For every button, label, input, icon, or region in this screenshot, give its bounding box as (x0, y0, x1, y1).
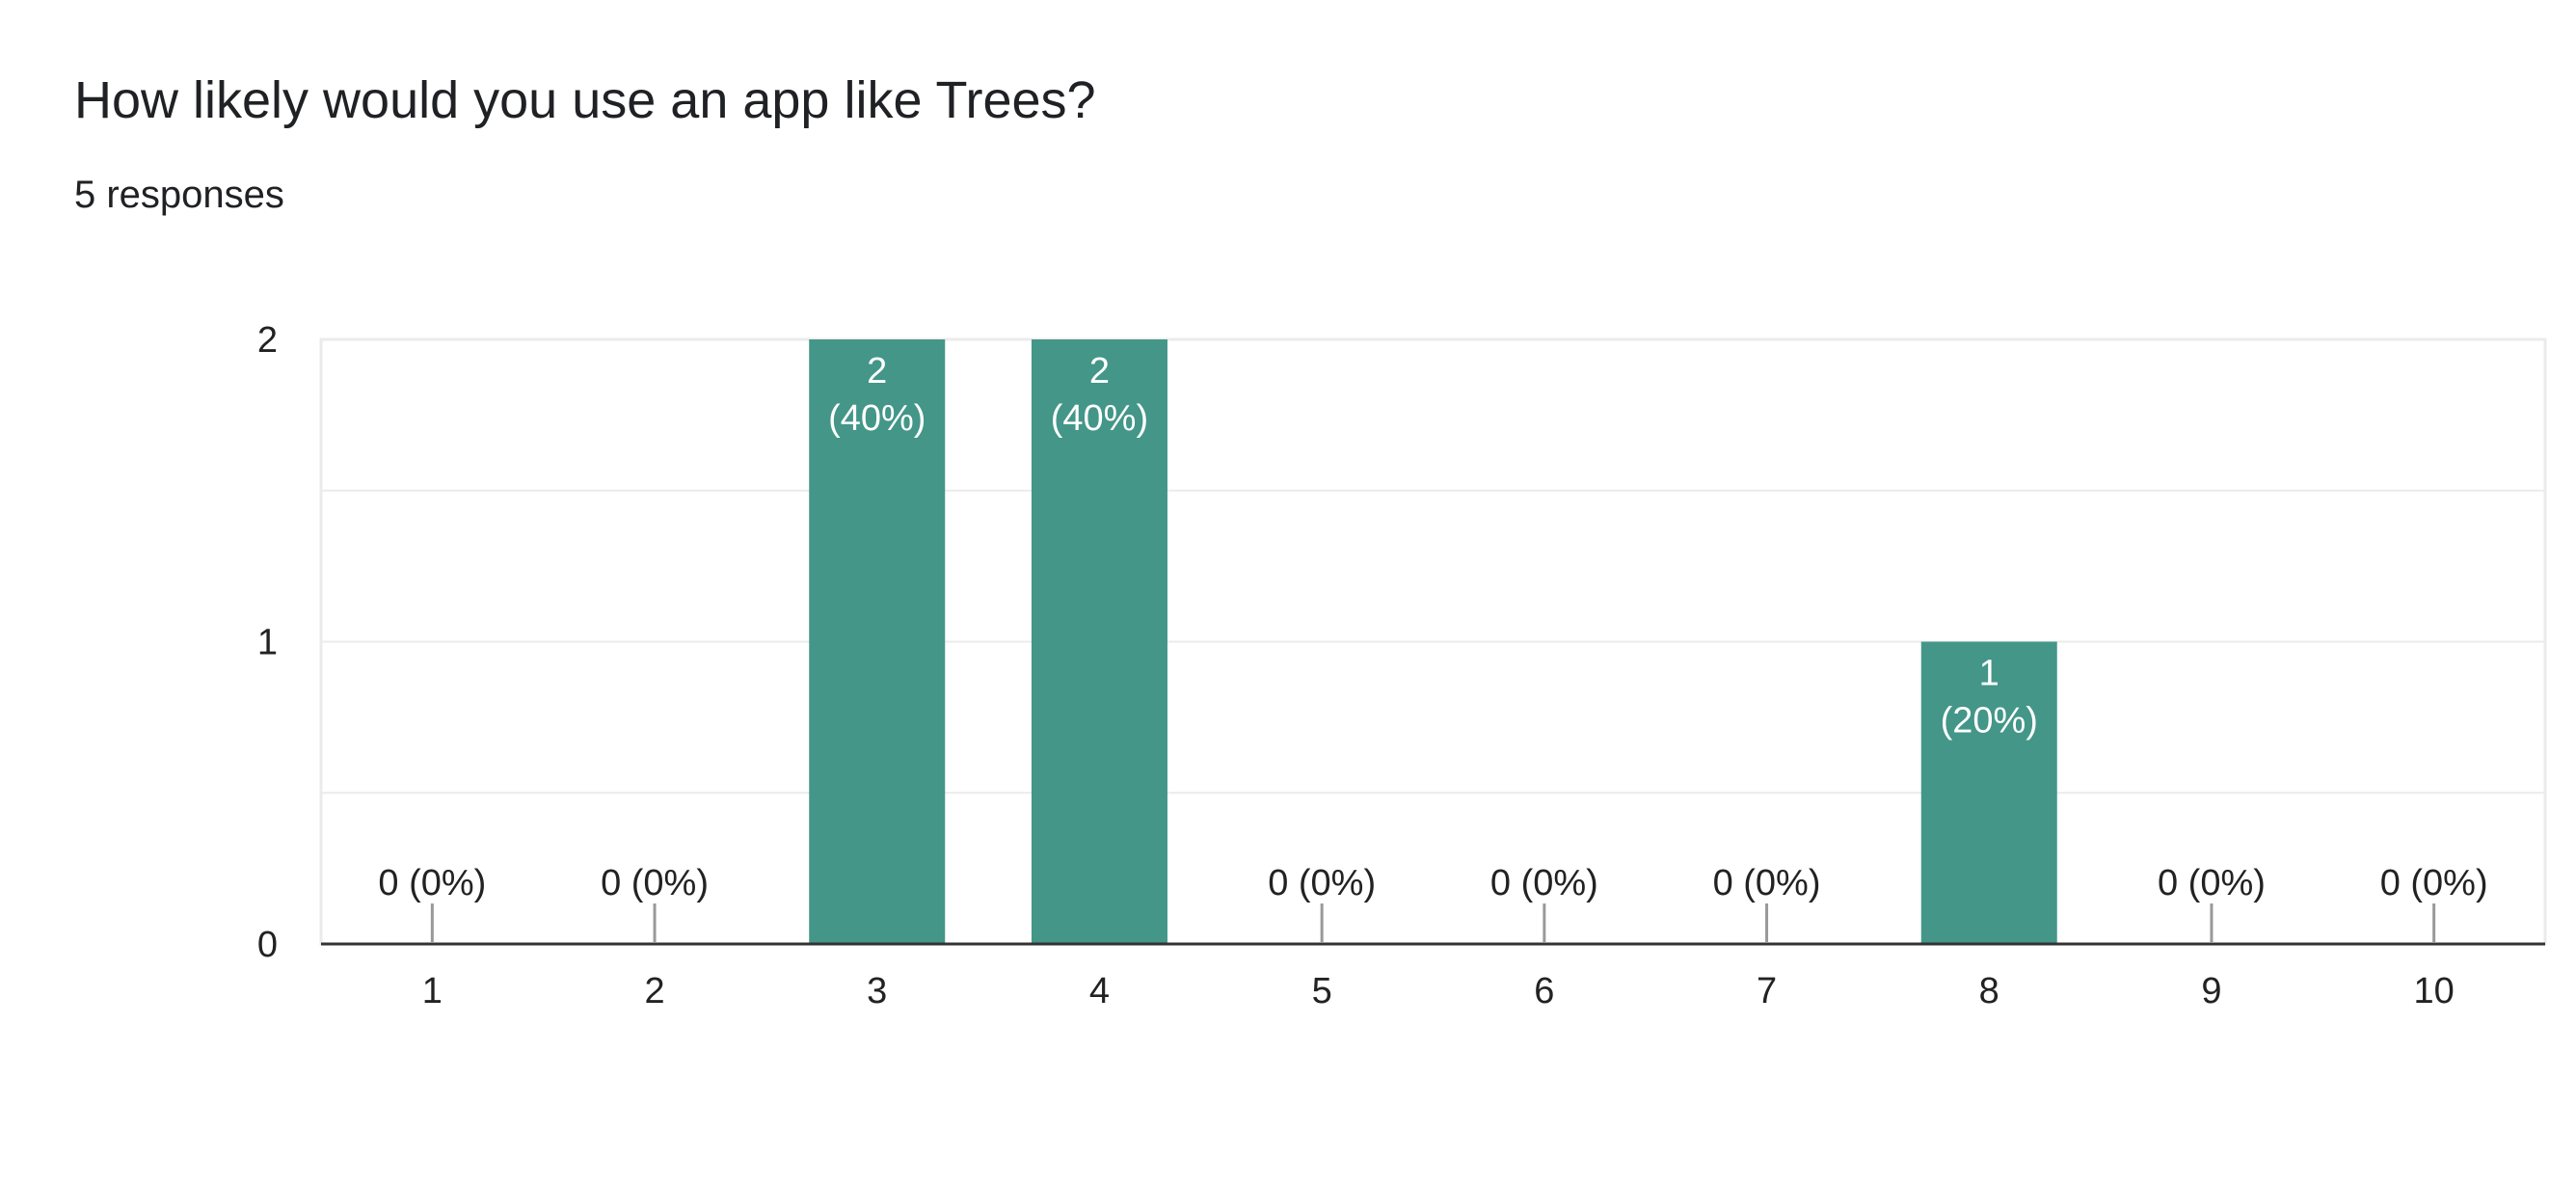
data-labels: 0 (0%) 0 (0%) 2 (40%) 2 (40%) 0 (0%) 0 (0%) 0 (0… (378, 351, 2488, 942)
x-tick-label: 8 (1979, 971, 1999, 1011)
x-tick-label: 1 (422, 971, 443, 1011)
x-tick-label: 6 (1534, 971, 1554, 1011)
x-tick-label: 2 (644, 971, 664, 1011)
response-count: 5 responses (74, 174, 284, 216)
x-tick-label: 5 (1312, 971, 1332, 1011)
axes: 0 1 2 1 2 3 4 5 6 7 8 9 10 (257, 320, 2545, 1011)
bars (809, 339, 2057, 944)
data-label: 0 (0%) (601, 863, 709, 903)
data-label: 1 (20%) (1941, 654, 2038, 741)
data-label: 2 (40%) (828, 351, 926, 439)
data-label: 0 (0%) (2158, 863, 2266, 903)
bar (809, 339, 946, 944)
data-label: 2 (40%) (1051, 351, 1148, 439)
data-label: 0 (0%) (1490, 863, 1598, 903)
bar (1031, 339, 1167, 944)
data-label: 0 (0%) (2380, 863, 2488, 903)
data-label: 0 (0%) (1713, 863, 1821, 903)
gridlines (319, 337, 2547, 946)
x-tick-label: 4 (1089, 971, 1110, 1011)
x-tick-label: 7 (1757, 971, 1777, 1011)
y-tick-label: 1 (257, 623, 278, 663)
y-tick-label: 0 (257, 925, 278, 965)
bar (1920, 641, 2057, 944)
data-label: 0 (0%) (378, 863, 486, 903)
x-tick-label: 10 (2414, 971, 2455, 1011)
x-tick-label: 9 (2201, 971, 2221, 1011)
x-tick-label: 3 (867, 971, 887, 1011)
y-tick-label: 2 (257, 320, 278, 361)
chart-title: How likely would you use an app like Tre… (74, 71, 1096, 129)
data-label: 0 (0%) (1268, 863, 1376, 903)
